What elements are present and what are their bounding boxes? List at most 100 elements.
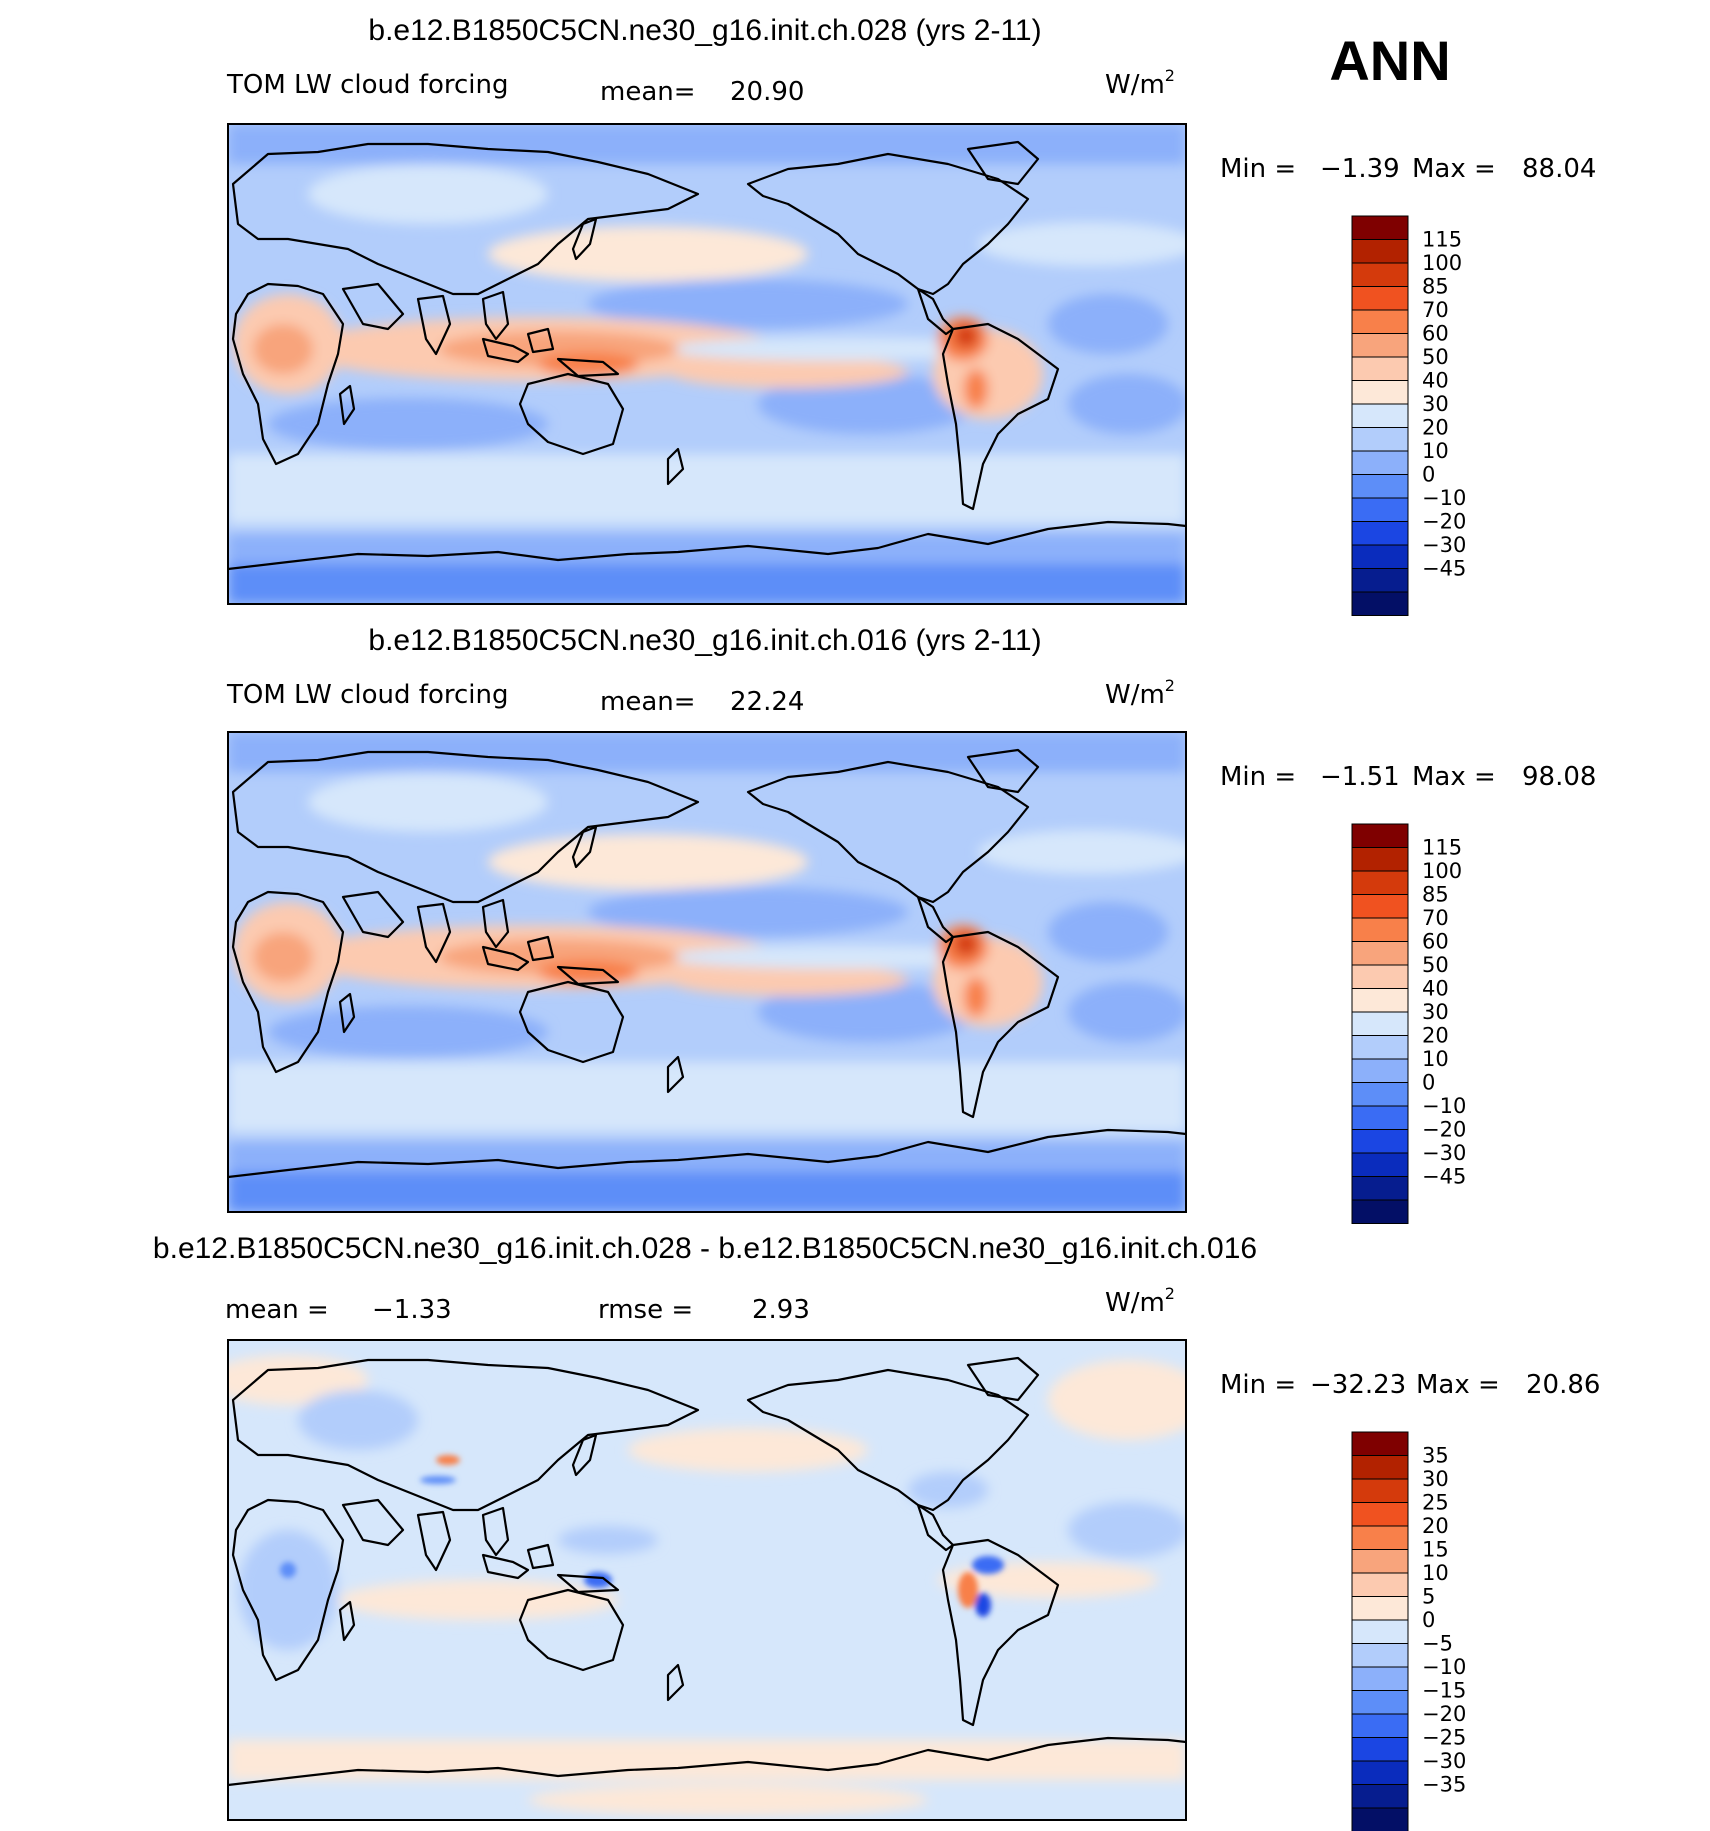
colorbar-swatch xyxy=(1351,1455,1409,1480)
panel-1-mean-value: 20.90 xyxy=(730,77,804,107)
colorbar-tick-label: 30 xyxy=(1422,1000,1449,1024)
colorbar-tick-label: 40 xyxy=(1422,977,1449,1001)
colorbar-tick-label: −45 xyxy=(1422,1165,1466,1189)
colorbar-swatch xyxy=(1351,568,1409,593)
colorbar-swatch xyxy=(1351,333,1409,358)
colorbar-swatch xyxy=(1351,1035,1409,1060)
colorbar-tick-label: 30 xyxy=(1422,392,1449,416)
colorbar-swatch xyxy=(1351,1011,1409,1036)
colorbar-swatch xyxy=(1351,544,1409,569)
colorbar-tick-label: 10 xyxy=(1422,1561,1449,1585)
colorbar-tick-label: 115 xyxy=(1422,836,1462,860)
colorbar-tick-label: 85 xyxy=(1422,275,1449,299)
colorbar-swatch xyxy=(1351,1502,1409,1527)
colorbar-swatch xyxy=(1351,521,1409,546)
colorbar-swatch xyxy=(1351,1129,1409,1154)
colorbar-swatch xyxy=(1351,1082,1409,1107)
colorbar-tick-label: −5 xyxy=(1422,1632,1453,1656)
colorbar-tick-label: 85 xyxy=(1422,883,1449,907)
colorbar-tick-label: −30 xyxy=(1422,1749,1466,1773)
panel-1-variable: TOM LW cloud forcing xyxy=(226,70,508,100)
colorbar-tick-label: −30 xyxy=(1422,533,1466,557)
panel-3-mean-value: −1.33 xyxy=(372,1295,452,1325)
colorbar-swatch xyxy=(1351,1713,1409,1738)
panel-2-variable: TOM LW cloud forcing xyxy=(226,680,508,710)
colorbar-tick-label: 100 xyxy=(1422,859,1462,883)
colorbar-swatch xyxy=(1351,1525,1409,1550)
colorbar-tick-label: 50 xyxy=(1422,345,1449,369)
colorbar-tick-label: 25 xyxy=(1422,1491,1449,1515)
colorbar-tick-label: −15 xyxy=(1422,1679,1466,1703)
colorbar-tick-label: 0 xyxy=(1422,1071,1435,1095)
colorbar-swatch xyxy=(1351,427,1409,452)
colorbar-tick-label: 60 xyxy=(1422,930,1449,954)
colorbar-swatch xyxy=(1351,1760,1409,1785)
colorbar-tick-label: −10 xyxy=(1422,1094,1466,1118)
colorbar-swatch xyxy=(1351,497,1409,522)
panel-1-map xyxy=(227,123,1187,605)
colorbar-swatch xyxy=(1351,591,1409,616)
colorbar-swatch xyxy=(1351,941,1409,966)
panel-3-rmse-label: rmse = xyxy=(598,1295,693,1325)
colorbar-tick-label: 35 xyxy=(1422,1444,1449,1468)
panel-2-map xyxy=(227,731,1187,1213)
panel-3-rmse-value: 2.93 xyxy=(752,1295,810,1325)
colorbar-swatch xyxy=(1351,474,1409,499)
panel-1-min-value: −1.39 xyxy=(1320,154,1400,184)
colorbar-tick-label: 70 xyxy=(1422,298,1449,322)
colorbar-tick-label: 40 xyxy=(1422,369,1449,393)
colorbar-tick-label: 10 xyxy=(1422,439,1449,463)
colorbar-swatch xyxy=(1351,450,1409,475)
panel-2-title: b.e12.B1850C5CN.ne30_g16.init.ch.016 (yr… xyxy=(368,624,1041,657)
colorbar-tick-label: 20 xyxy=(1422,416,1449,440)
panel-1-max-label: Max = xyxy=(1412,154,1496,184)
colorbar-swatch xyxy=(1351,1690,1409,1715)
colorbar-tick-label: −45 xyxy=(1422,557,1466,581)
colorbar-tick-label: 30 xyxy=(1422,1467,1449,1491)
colorbar-tick-label: 15 xyxy=(1422,1538,1449,1562)
panel-3-min-label: Min = xyxy=(1220,1370,1296,1400)
colorbar-swatch xyxy=(1351,1643,1409,1668)
colorbar-tick-label: 60 xyxy=(1422,322,1449,346)
colorbar-swatch xyxy=(1351,1152,1409,1177)
colorbar-tick-label: −35 xyxy=(1422,1773,1466,1797)
colorbar-tick-label: −20 xyxy=(1422,1118,1466,1142)
panel-3-mean-label: mean = xyxy=(225,1295,329,1325)
colorbar-tick-label: −10 xyxy=(1422,1655,1466,1679)
panel-2-units: W/m2 xyxy=(1105,676,1175,710)
panel-2-min-label: Min = xyxy=(1220,762,1296,792)
colorbar-swatch xyxy=(1351,403,1409,428)
colorbar-swatch xyxy=(1351,1199,1409,1224)
colorbar-swatch xyxy=(1351,239,1409,264)
colorbar-tick-label: −20 xyxy=(1422,510,1466,534)
panel-1: b.e12.B1850C5CN.ne30_g16.init.ch.028 (yr… xyxy=(226,14,1596,616)
colorbar-tick-label: 50 xyxy=(1422,953,1449,977)
colorbar-swatch xyxy=(1351,1431,1409,1456)
panel-2: b.e12.B1850C5CN.ne30_g16.init.ch.016 (yr… xyxy=(226,624,1596,1224)
colorbar-tick-label: −20 xyxy=(1422,1702,1466,1726)
colorbar-swatch xyxy=(1351,215,1409,240)
colorbar-swatch xyxy=(1351,356,1409,381)
panel-3-min-value: −32.23 xyxy=(1310,1370,1406,1400)
colorbar-tick-label: −25 xyxy=(1422,1726,1466,1750)
panel-3-max-label: Max = xyxy=(1416,1370,1500,1400)
colorbar-swatch xyxy=(1351,1572,1409,1597)
colorbar-tick-label: 70 xyxy=(1422,906,1449,930)
colorbar-swatch xyxy=(1351,1058,1409,1083)
colorbar-tick-label: 20 xyxy=(1422,1024,1449,1048)
panel-2-min-value: −1.51 xyxy=(1320,762,1400,792)
panel-3-units: W/m2 xyxy=(1105,1284,1175,1318)
colorbar-tick-label: 20 xyxy=(1422,1514,1449,1538)
colorbar-swatch xyxy=(1351,847,1409,872)
colorbar-tick-label: 115 xyxy=(1422,228,1462,252)
colorbar-swatch xyxy=(1351,894,1409,919)
colorbar-swatch xyxy=(1351,1549,1409,1574)
season-label: ANN xyxy=(1329,29,1450,92)
colorbar-tick-label: −10 xyxy=(1422,486,1466,510)
panel-2-max-label: Max = xyxy=(1412,762,1496,792)
colorbar-swatch xyxy=(1351,1737,1409,1762)
panel-3-max-value: 20.86 xyxy=(1526,1370,1600,1400)
colorbar-tick-label: 100 xyxy=(1422,251,1462,275)
